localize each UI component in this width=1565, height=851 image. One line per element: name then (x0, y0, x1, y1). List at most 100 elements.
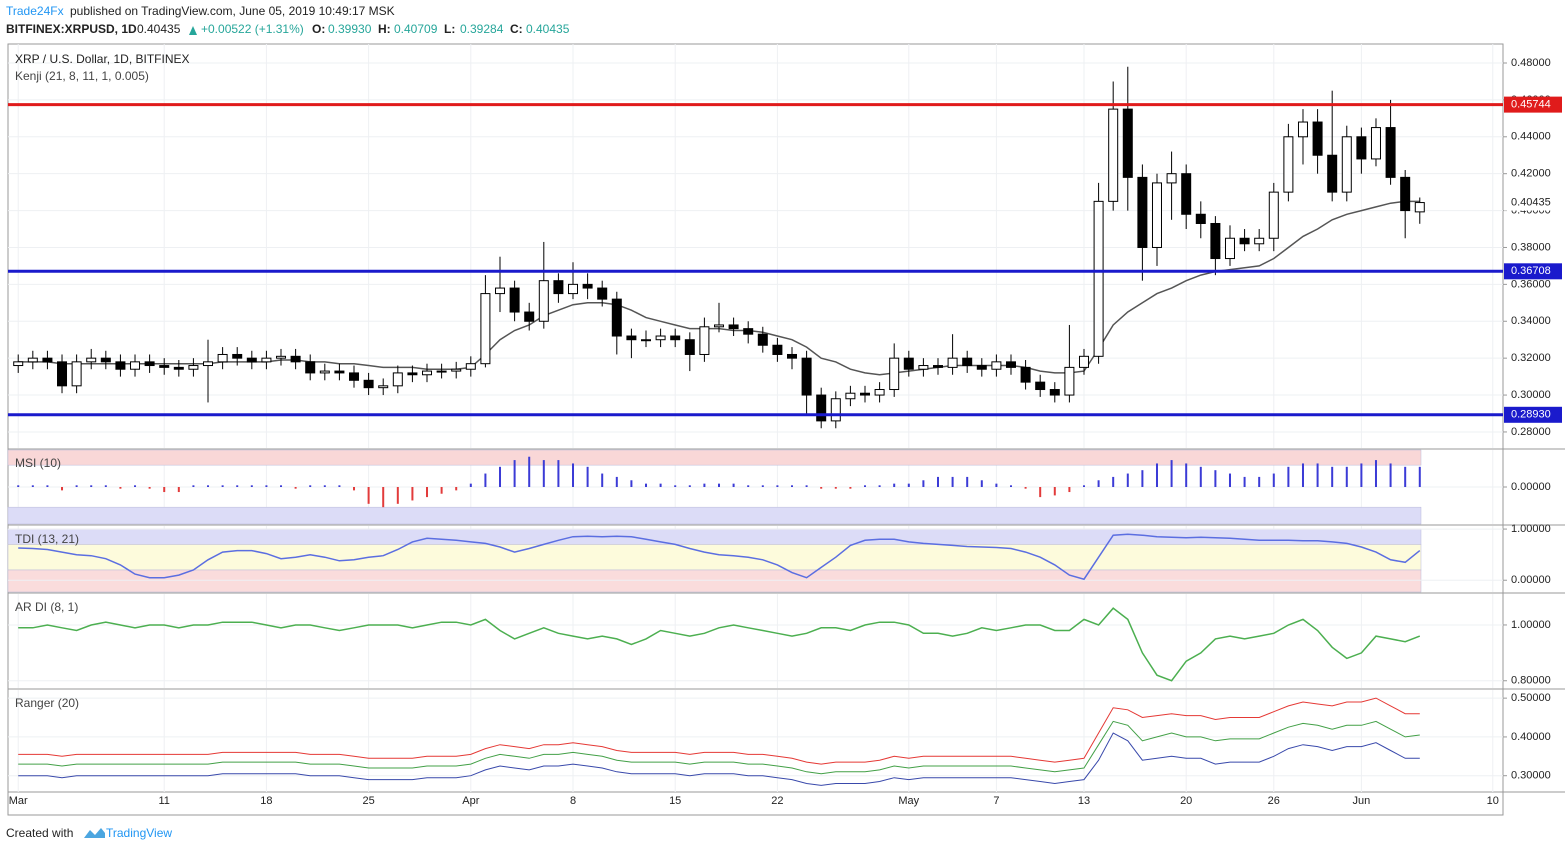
level-tag (1504, 96, 1562, 113)
candle-body (903, 357, 914, 370)
candle-body (392, 372, 403, 387)
msi-bar (1389, 463, 1392, 487)
msi-bar (1345, 466, 1348, 487)
candle-body (597, 287, 608, 300)
published: published on TradingView.com, June 05, 2… (70, 4, 395, 18)
msi-bar (1112, 476, 1115, 487)
msi-bar (309, 485, 312, 487)
msi-bar (893, 483, 896, 487)
pane-title: MSI (10) (15, 456, 61, 470)
candle-body (144, 361, 155, 367)
msi-bar (46, 485, 49, 487)
candle-body (611, 298, 622, 337)
msi-bar (586, 466, 589, 487)
x-tick-label: 20 (1180, 795, 1192, 807)
msi-bar (922, 480, 925, 487)
msi-bar (119, 487, 122, 489)
ohlc-label: L: (444, 22, 455, 36)
candle-body (334, 370, 345, 374)
msi-bar (951, 476, 954, 487)
candle-body (319, 370, 330, 374)
candle-body (1356, 136, 1367, 160)
msi-bar (338, 485, 341, 487)
msi-bar (455, 487, 458, 491)
candle-body (261, 357, 272, 363)
msi-bar (688, 485, 691, 487)
msi-bar (1404, 466, 1407, 487)
ohlc-value: 0.40709 (394, 22, 438, 36)
y-tick-label: 0.30000 (1511, 770, 1551, 782)
msi-bar (513, 460, 516, 487)
msi-bar (426, 487, 429, 498)
candle-body (1122, 108, 1133, 178)
msi-bar (484, 473, 487, 487)
msi-bar (1170, 460, 1173, 487)
y-tick-label: 0.32000 (1511, 352, 1551, 364)
candle-body (42, 357, 53, 363)
msi-bar (1418, 466, 1421, 487)
msi-bar (353, 487, 356, 491)
candle-body (1327, 154, 1338, 193)
ranger-line (18, 732, 1420, 786)
ohlc-label: H: (378, 22, 391, 36)
candle-body (1049, 389, 1060, 396)
candle-body (203, 361, 214, 367)
candle-body (480, 293, 491, 365)
band (7, 544, 1422, 571)
msi-bar (557, 460, 560, 487)
msi-bar (995, 483, 998, 487)
band (7, 528, 1422, 545)
ohlc-value: 0.39284 (460, 22, 504, 36)
candle-body (714, 324, 725, 328)
candle-body (1181, 173, 1192, 215)
msi-bar (236, 485, 239, 487)
msi-bar (761, 485, 764, 487)
msi-bar (630, 480, 633, 487)
x-tick-label: May (898, 795, 919, 807)
msi-bar (966, 476, 969, 487)
candle-body (918, 365, 929, 370)
ohlc-label: C: (510, 22, 523, 36)
candle-body (422, 370, 433, 376)
x-tick-label: 13 (1078, 795, 1090, 807)
msi-bar (863, 485, 866, 487)
candle-body (1137, 176, 1148, 248)
change: +0.00522 (+1.31%) (201, 22, 304, 36)
msi-bar (250, 485, 253, 487)
x-tick-label: 18 (260, 795, 272, 807)
candle-body (859, 392, 870, 396)
candle-body (1078, 355, 1089, 368)
candle-body (1108, 108, 1119, 202)
candle-body (100, 357, 111, 363)
candle-body (509, 287, 520, 313)
msi-bar (1301, 463, 1304, 487)
level-tag (1504, 406, 1562, 423)
y-tick-label: 1.00000 (1511, 523, 1551, 535)
pane-subtitle: Kenji (21, 8, 11, 1, 0.005) (15, 69, 149, 83)
candle-body (1195, 213, 1206, 224)
candle-body (1400, 176, 1411, 212)
candle-body (728, 324, 739, 330)
msi-bar (980, 480, 983, 487)
msi-bar (1009, 485, 1012, 487)
msi-bar (790, 485, 793, 487)
y-tick-label: 0.40000 (1511, 731, 1551, 743)
candle-body (889, 357, 900, 391)
msi-bar (572, 463, 575, 487)
msi-bar (163, 487, 166, 493)
candle-body (553, 280, 564, 295)
msi-bar (134, 485, 137, 487)
msi-bar (1331, 466, 1334, 487)
msi-bar (703, 483, 706, 487)
candle-body (1297, 121, 1308, 138)
msi-bar (396, 487, 399, 504)
msi-bar (280, 485, 283, 487)
level-label: 0.45744 (1511, 99, 1551, 111)
last-price-label: 0.40435 (1511, 196, 1551, 208)
msi-bar (805, 485, 808, 487)
candle-body (232, 353, 243, 359)
candle-body (1385, 127, 1396, 178)
msi-bar (601, 473, 604, 487)
msi-bar (645, 483, 648, 487)
